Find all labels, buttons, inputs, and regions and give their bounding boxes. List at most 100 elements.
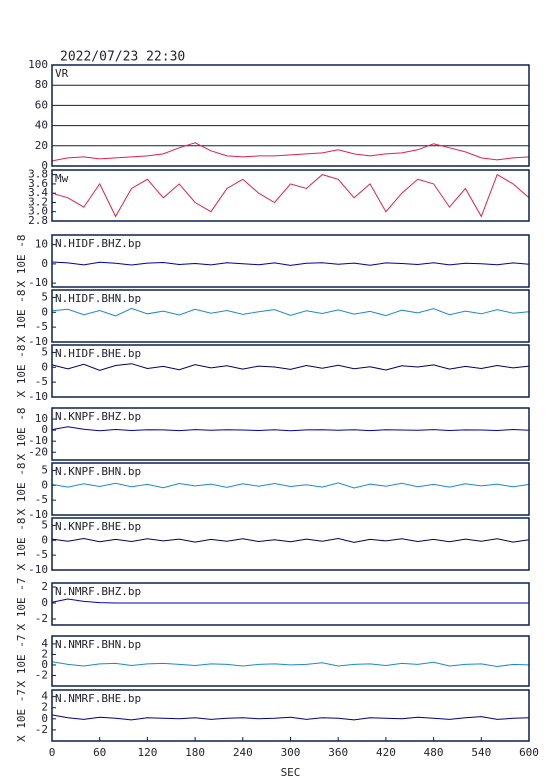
- panel-label: Mw: [55, 172, 69, 185]
- panel-frame: [51, 234, 530, 288]
- panel-frame: [51, 169, 530, 222]
- x-tick-label: 60: [93, 746, 106, 759]
- panel-frame: [51, 289, 530, 343]
- y-tick-label: 0: [41, 478, 48, 491]
- y-tick-label: 2.8: [28, 214, 48, 227]
- y-tick-label: 3.6: [28, 177, 48, 190]
- x-tick-label: 420: [376, 746, 396, 759]
- y-tick-label: 5: [41, 290, 48, 303]
- x-tick-label: 120: [137, 746, 157, 759]
- series-line: [51, 363, 530, 371]
- y-axis-label: X 10E -8: [15, 463, 28, 516]
- y-tick-label: -2: [35, 723, 48, 736]
- y-tick-label: 60: [35, 98, 48, 111]
- y-tick-label: 10: [35, 238, 48, 251]
- series-line: [51, 661, 530, 668]
- y-tick-label: -2: [35, 668, 48, 681]
- y-tick-label: -10: [28, 563, 48, 576]
- x-tick-label: 240: [233, 746, 253, 759]
- y-tick-label: 80: [35, 78, 48, 91]
- y-axis-label: X 10E -7: [15, 578, 28, 631]
- y-tick-label: 0: [41, 712, 48, 725]
- y-axis-label: X 10E -8: [15, 518, 28, 571]
- y-tick-label: 5: [41, 345, 48, 358]
- chart-title: 2022/07/23 22:30: [60, 50, 185, 65]
- y-tick-label: 2: [41, 647, 48, 660]
- series-line: [51, 173, 530, 218]
- y-tick-label: 3.2: [28, 195, 48, 208]
- y-tick-label: 0: [41, 533, 48, 546]
- y-tick-label: 2: [41, 580, 48, 593]
- panel-label: VR: [55, 67, 69, 80]
- series-line: [51, 537, 530, 543]
- series-line: [51, 482, 530, 489]
- panel-frame: [51, 582, 530, 626]
- panel-frame: [51, 407, 530, 461]
- y-tick-label: -20: [28, 445, 48, 458]
- y-tick-label: -5: [35, 375, 48, 388]
- panel-label: N.NMRF.BHZ.bp: [55, 585, 141, 598]
- y-axis-label: X 10E -7: [15, 635, 28, 688]
- x-tick-label: 0: [49, 746, 56, 759]
- series-line: [51, 426, 530, 432]
- x-tick-label: 540: [471, 746, 491, 759]
- x-tick-label: 480: [424, 746, 444, 759]
- panel-frame: [51, 462, 530, 516]
- panel-frame: [51, 344, 530, 398]
- panel-frame: [51, 517, 530, 571]
- y-tick-label: 2: [41, 701, 48, 714]
- y-tick-label: 20: [35, 139, 48, 152]
- y-tick-label: -10: [28, 335, 48, 348]
- y-tick-label: 0: [41, 305, 48, 318]
- y-axis-label: X 10E -7: [15, 689, 28, 742]
- panel-label: N.KNPF.BHZ.bp: [55, 410, 141, 423]
- y-tick-label: -10: [28, 434, 48, 447]
- y-tick-label: 0: [41, 596, 48, 609]
- y-tick-label: 5: [41, 518, 48, 531]
- x-axis-label: SEC: [281, 766, 301, 779]
- y-tick-label: 3.0: [28, 205, 48, 218]
- y-tick-label: 0: [41, 360, 48, 373]
- y-tick-label: -10: [28, 508, 48, 521]
- series-line: [51, 714, 530, 721]
- y-tick-label: 3.8: [28, 168, 48, 181]
- series-line: [51, 142, 530, 162]
- y-tick-label: -5: [35, 320, 48, 333]
- y-axis-label: X 10E -8: [15, 408, 28, 461]
- panel-label: N.HIDF.BHE.bp: [55, 347, 141, 360]
- panel-label: N.NMRF.BHE.bp: [55, 692, 141, 705]
- x-tick-label: 600: [519, 746, 539, 759]
- y-axis-label: X 10E -8: [15, 290, 28, 343]
- y-tick-label: -2: [35, 612, 48, 625]
- series-line: [51, 307, 530, 317]
- panel-label: N.KNPF.BHE.bp: [55, 520, 141, 533]
- y-tick-label: 4: [41, 637, 48, 650]
- y-tick-label: 10: [35, 412, 48, 425]
- panel-label: N.HIDF.BHZ.bp: [55, 237, 141, 250]
- x-tick-label: 300: [281, 746, 301, 759]
- y-tick-label: -5: [35, 548, 48, 561]
- y-tick-label: -10: [28, 390, 48, 403]
- series-line: [51, 598, 529, 604]
- y-tick-label: -10: [28, 276, 48, 289]
- y-tick-label: 5: [41, 463, 48, 476]
- panel-frame: [51, 64, 530, 167]
- y-tick-label: 4: [41, 690, 48, 703]
- y-tick-label: 0: [41, 423, 48, 436]
- x-tick-label: 180: [185, 746, 205, 759]
- y-tick-label: -5: [35, 493, 48, 506]
- y-tick-label: 40: [35, 119, 48, 132]
- y-tick-label: 0: [41, 658, 48, 671]
- y-axis-label: X 10E -8: [15, 345, 28, 398]
- y-tick-label: 0: [41, 257, 48, 270]
- series-line: [51, 261, 530, 266]
- y-tick-label: 100: [28, 58, 48, 71]
- panel-label: N.KNPF.BHN.bp: [55, 465, 141, 478]
- x-tick-label: 360: [328, 746, 348, 759]
- y-axis-label: X 10E -8: [15, 235, 28, 288]
- panel-label: N.HIDF.BHN.bp: [55, 292, 141, 305]
- panel-label: N.NMRF.BHN.bp: [55, 638, 141, 651]
- y-tick-label: 0: [41, 159, 48, 172]
- y-tick-label: 3.4: [28, 186, 48, 199]
